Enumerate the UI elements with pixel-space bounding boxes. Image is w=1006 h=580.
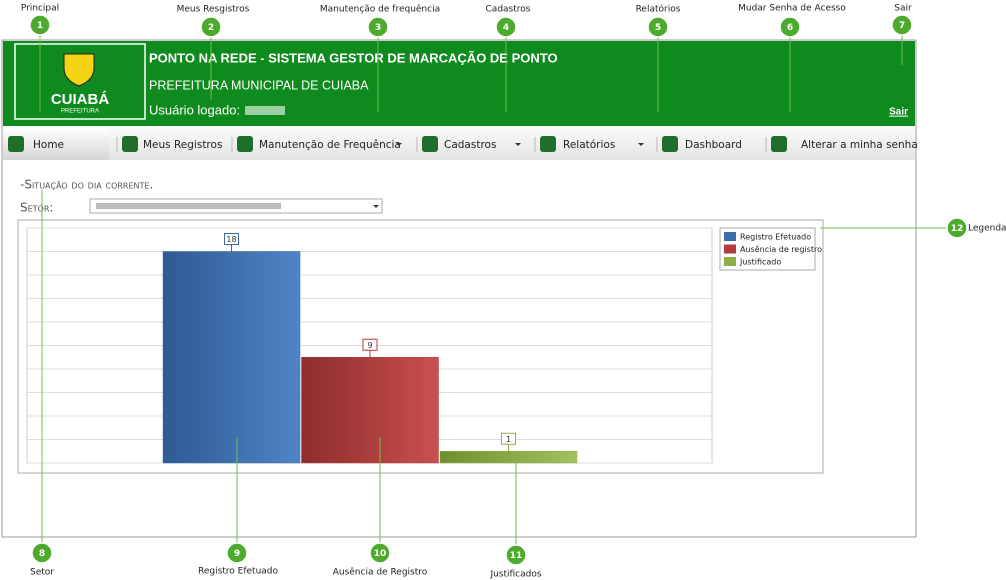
annotation-number: 7 [899,21,905,31]
logo-shield [63,53,95,87]
logo-sub: PREFEITURA [61,109,99,115]
legend-entry: Justificado [739,258,781,267]
menu-icon [662,136,678,152]
header-subtitle: PREFEITURA MUNICIPAL DE CUIABA [149,78,369,92]
annotation-marker [226,542,248,564]
logout-link[interactable]: Sair [889,107,908,118]
annotation-marker [200,16,222,38]
user-blurred [245,106,285,115]
dropdown-arrow [396,143,402,146]
annotation-label: Meus Resgistros [177,5,250,15]
menu-item[interactable]: Alterar a minha senha [801,139,918,151]
annotation-number: 6 [787,23,793,33]
annotation-label: Cadastros [486,5,531,15]
annotation-number: 5 [655,23,661,33]
menu-icon [237,136,253,152]
annotation-marker [495,16,517,38]
menu-item[interactable]: Manutenção de Frequência [259,139,401,151]
sector-label: Setor: [20,201,53,215]
menu-icon [422,136,438,152]
menu-item[interactable]: Meus Registros [143,139,222,151]
menu: Home Meus Registros Manutenção de Frequênc… [8,136,918,152]
legend-swatch [724,232,736,241]
dropdown-arrow [515,143,521,146]
annotation-marker [369,542,391,564]
bar [162,251,301,464]
annotation-label: Registro Efetuado [198,567,279,577]
annotation-label: Manutenção de frequência [320,4,440,15]
annotation-marker [779,16,801,38]
dropdown-arrow [638,143,644,146]
annotation-number: 2 [208,23,214,33]
annotation-number: 10 [374,549,387,559]
menu-item[interactable]: Relatórios [563,139,615,151]
sector-blurred [96,203,281,209]
annotation-label: Relatórios [636,4,681,15]
annotation-marker [647,16,669,38]
menu-item[interactable]: Dashboard [685,139,742,151]
legend-entry: Ausência de registro [740,244,822,254]
label-box [224,233,239,245]
bar [439,451,578,464]
annotation-marker [367,16,389,38]
value-label: 9 [367,341,372,350]
label-box [501,432,516,445]
legend-swatch [724,257,736,266]
annotations: 1 Principal 2 Meus Resgistros 3 Manutenção de… [21,4,1006,580]
menu-icon [771,136,787,152]
annotation-number: 3 [375,23,381,33]
annotation-label: Justificados [489,570,541,580]
value-label: 18 [226,235,236,244]
select-arrow [373,205,379,208]
annotation-label: Setor [30,568,54,578]
menu-item[interactable]: Cadastros [444,139,496,151]
annotation-marker [946,217,968,239]
user-label: Usuário logado: [149,102,240,117]
chart: 18 9 1 Registro Efetuado Ausência de registr… [27,227,822,464]
annotation-marker [505,544,527,566]
annotation-label: Principal [21,4,59,14]
annotation-label: Mudar Senha de Acesso [738,4,846,14]
menu-icon [8,136,24,152]
annotation-marker [891,14,913,36]
logo-text: CUIABÁ [51,91,109,108]
annotation-number: 4 [503,23,509,33]
menu-item[interactable]: Home [33,139,64,151]
annotation-marker [29,14,51,36]
annotation-label: Sair [894,4,912,14]
legend-entry: Registro Efetuado [740,233,811,242]
annotation-marker [31,542,53,564]
annotation-number: 8 [39,549,45,559]
header-title: PONTO NA REDE - SISTEMA GESTOR DE MARCAÇ… [149,50,558,65]
annotation-number: 12 [951,224,964,234]
annotation-number: 9 [234,549,240,559]
section-title: -Situação do dia corrente. [20,178,153,192]
annotation-label: Legenda [968,224,1006,234]
value-label: 1 [506,435,511,444]
bar [301,357,439,464]
menu-bar [3,128,915,160]
menu-icon [540,136,556,152]
legend-swatch [724,244,736,254]
menu-icon [122,136,138,152]
annotation-number: 11 [510,551,523,561]
header [3,41,915,126]
annotation-number: 1 [37,21,43,31]
label-box [362,338,378,351]
annotation-label: Ausência de Registro [333,567,428,578]
